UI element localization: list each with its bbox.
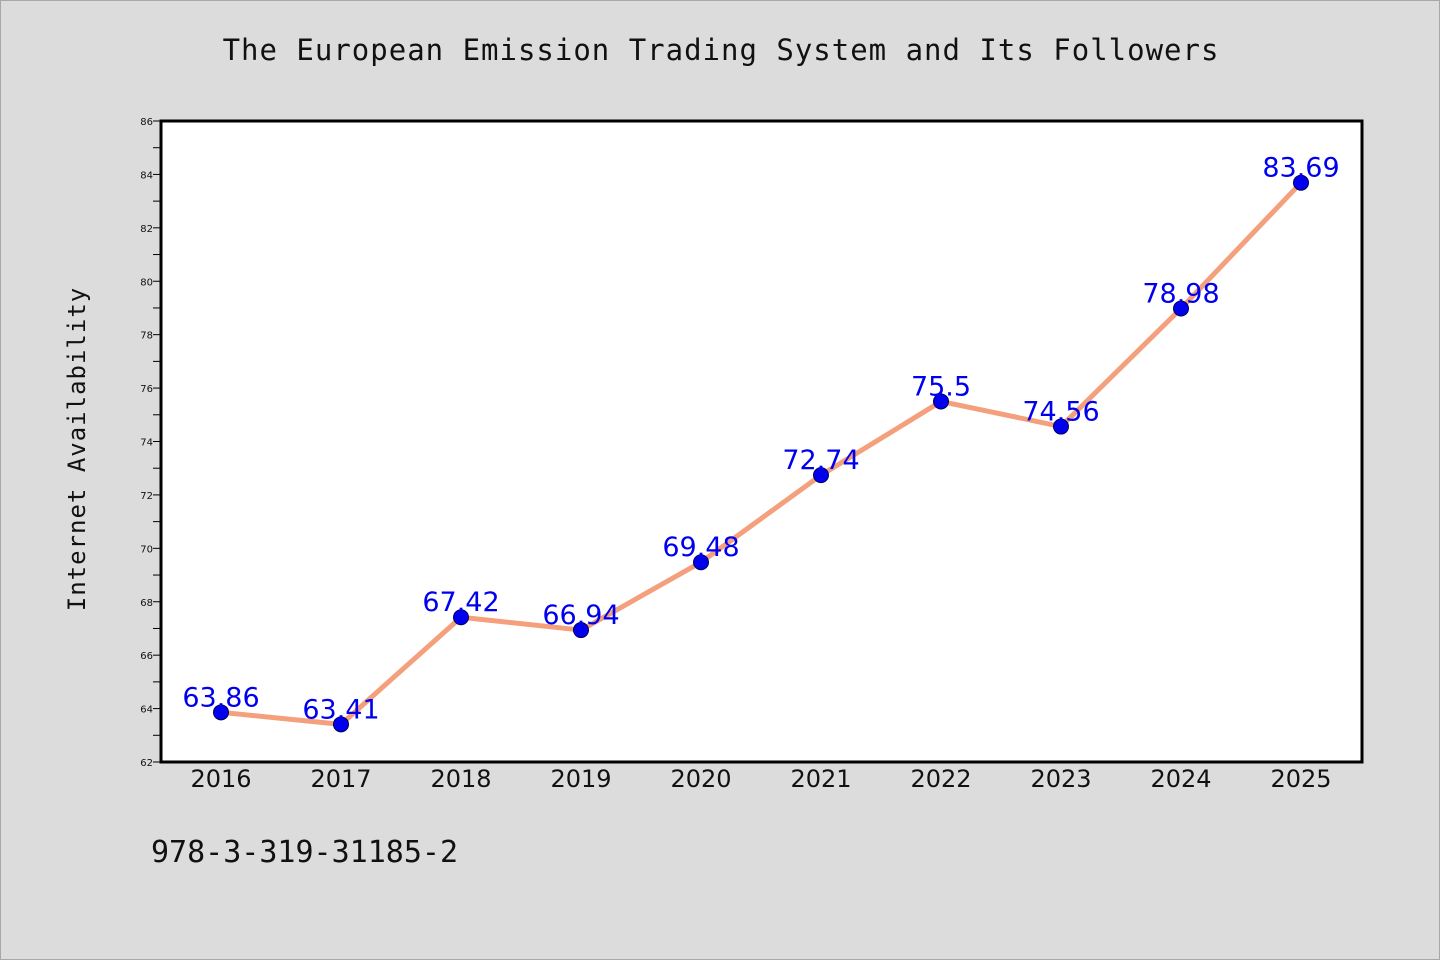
y-tick-label: 62 <box>140 758 153 769</box>
data-label: 69.48 <box>662 532 739 563</box>
data-label: 67.42 <box>422 587 499 618</box>
data-point <box>333 716 349 733</box>
y-tick-label: 66 <box>140 651 153 662</box>
data-point <box>453 609 469 626</box>
y-tick-label: 70 <box>140 544 153 555</box>
x-tick-label: 2021 <box>790 765 851 793</box>
series-layer: 63.86 63.41 67.42 66.94 69.48 72.74 75.5 74.56 7… <box>182 153 1340 733</box>
data-point <box>1173 300 1189 317</box>
y-axis-ticks: 62 64 66 68 70 72 74 76 78 80 82 84 86 <box>140 117 161 769</box>
x-tick-label: 2025 <box>1270 765 1331 793</box>
data-label: 66.94 <box>542 600 619 631</box>
data-point <box>1293 174 1309 191</box>
y-tick-label: 82 <box>140 224 153 235</box>
data-point <box>813 467 829 484</box>
y-tick-label: 68 <box>140 598 153 609</box>
y-tick-label: 84 <box>140 170 153 181</box>
data-label: 74.56 <box>1022 397 1099 428</box>
x-tick-label: 2018 <box>430 765 491 793</box>
isbn-annotation: 978-3-319-31185-2 <box>151 835 459 870</box>
x-tick-label: 2020 <box>670 765 731 793</box>
x-tick-label: 2022 <box>910 765 971 793</box>
data-point <box>933 393 949 410</box>
data-point <box>213 704 229 721</box>
plot-area <box>159 119 1364 764</box>
y-tick-label: 74 <box>140 438 153 449</box>
x-tick-label: 2019 <box>550 765 611 793</box>
data-label: 63.86 <box>182 682 259 713</box>
data-point <box>573 622 589 639</box>
data-label: 83.69 <box>1262 153 1339 184</box>
data-point <box>693 554 709 571</box>
x-tick-label: 2024 <box>1150 765 1211 793</box>
series-line <box>218 180 1304 727</box>
data-label: 63.41 <box>302 694 379 725</box>
chart-title: The European Emission Trading System and… <box>222 33 1220 67</box>
y-tick-label: 80 <box>140 277 153 288</box>
x-tick-label: 2017 <box>310 765 371 793</box>
x-tick-label: 2023 <box>1030 765 1091 793</box>
data-label: 78.98 <box>1142 278 1219 309</box>
y-tick-label: 86 <box>140 117 153 128</box>
y-tick-label: 78 <box>140 331 153 342</box>
data-point <box>1053 418 1069 435</box>
x-tick-label: 2016 <box>190 765 251 793</box>
x-axis-ticks: 2016 2017 2018 2019 2020 2021 2022 2023 2024 2025 <box>190 765 1331 793</box>
data-label: 75.5 <box>911 371 971 402</box>
y-tick-label: 76 <box>140 384 153 395</box>
y-tick-label: 72 <box>140 491 153 502</box>
data-label: 72.74 <box>782 445 859 476</box>
y-tick-label: 64 <box>140 705 153 716</box>
